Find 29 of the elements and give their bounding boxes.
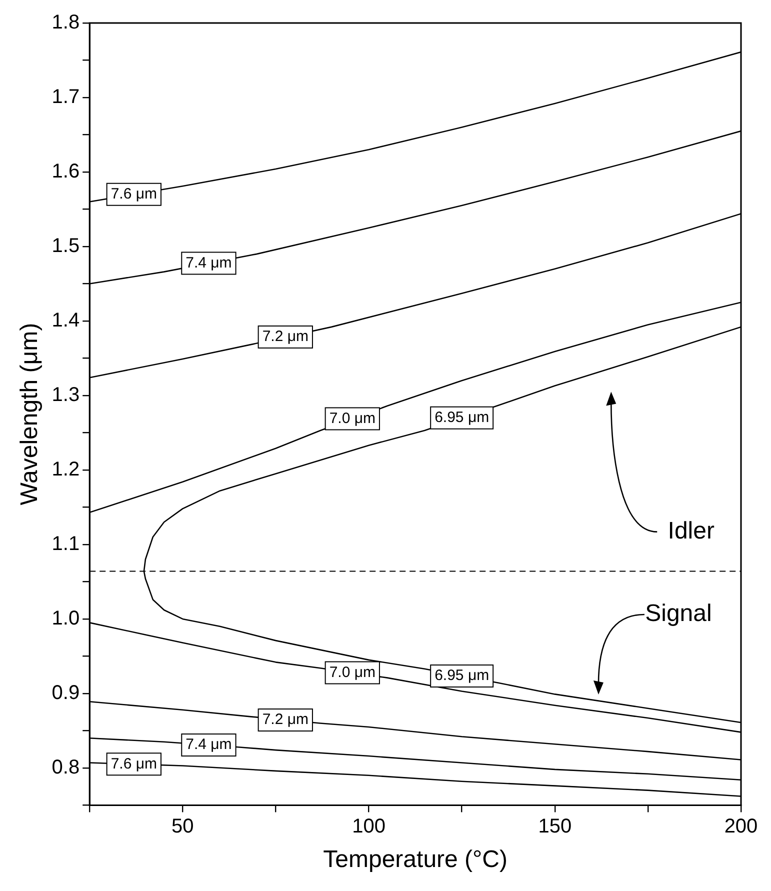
y-tick-label: 1.4 xyxy=(52,309,80,332)
y-tick-label: 1.2 xyxy=(52,458,80,480)
annotation: 7.2 μm xyxy=(262,328,308,346)
annotation: 6.95 μm xyxy=(434,667,490,684)
x-tick-label: 100 xyxy=(352,816,386,838)
annotation: 7.4 μm xyxy=(186,254,232,272)
y-tick-label: 1.0 xyxy=(52,607,80,630)
annotation: 6.95 μm xyxy=(434,408,490,426)
y-tick-label: 1.3 xyxy=(52,384,80,406)
y-tick-label: 1.1 xyxy=(52,532,80,555)
y-tick-label: 1.6 xyxy=(52,160,80,183)
annotation: 7.6 μm xyxy=(110,185,157,202)
annotation: 7.4 μm xyxy=(186,736,232,754)
x-axis-title: Temperature (°C) xyxy=(323,846,508,874)
annotation: Signal xyxy=(645,600,712,628)
x-tick-label: 150 xyxy=(538,816,572,838)
x-tick-label: 50 xyxy=(172,816,194,838)
y-axis-title: Wavelength (μm) xyxy=(16,322,44,506)
annotation: Idler xyxy=(668,517,714,544)
annotation: 7.6 μm xyxy=(110,755,157,772)
y-tick-label: 1.7 xyxy=(52,86,80,108)
annotation: 7.0 μm xyxy=(329,664,376,681)
annotation: 7.2 μm xyxy=(262,711,308,728)
annotation: 7.0 μm xyxy=(329,410,376,427)
y-tick-label: 0.8 xyxy=(52,756,80,778)
y-tick-label: 0.9 xyxy=(52,682,80,704)
x-tick-label: 200 xyxy=(724,816,758,838)
y-tick-label: 1.8 xyxy=(52,12,80,34)
y-tick-label: 1.5 xyxy=(52,235,80,257)
